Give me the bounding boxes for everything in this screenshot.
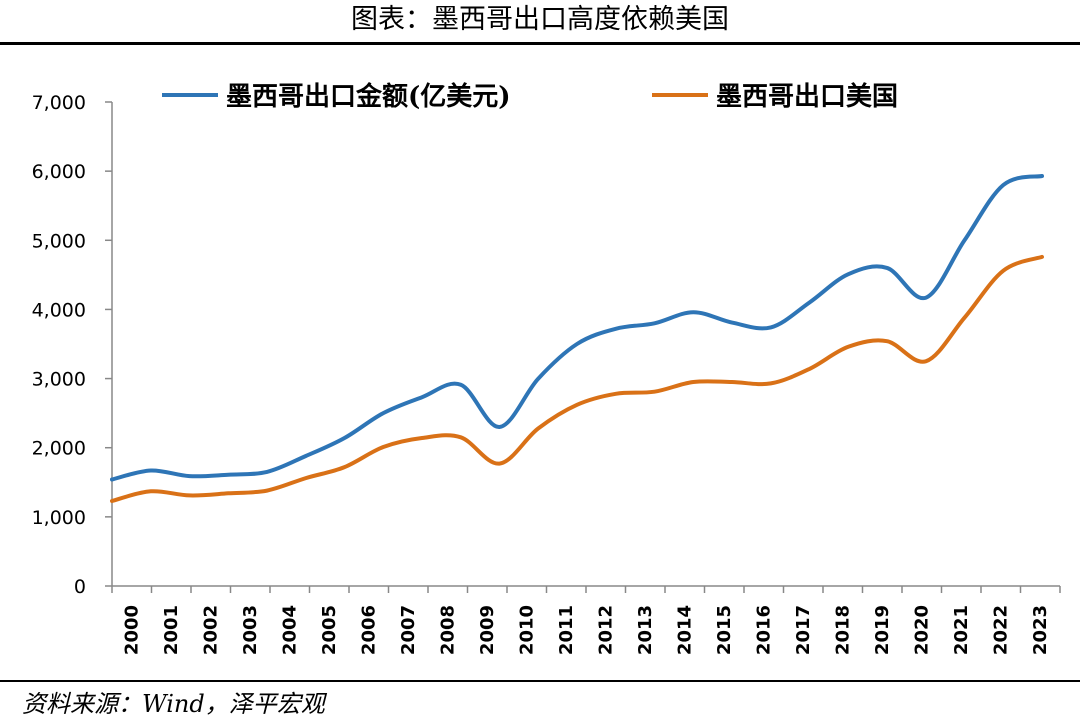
x-tick-label: 2001: [161, 605, 182, 655]
x-tick-label: 2022: [990, 605, 1011, 655]
x-tick-label: 2015: [714, 605, 735, 655]
top-rule: [0, 42, 1080, 45]
x-tick-label: 2002: [200, 605, 221, 655]
x-tick-label: 2019: [872, 605, 893, 655]
x-tick-label: 2012: [595, 605, 616, 655]
series-line-1: [110, 254, 1044, 503]
x-tick-label: 2013: [635, 605, 656, 655]
series-line-0: [110, 174, 1044, 482]
y-tick-label: 3,000: [32, 369, 86, 391]
x-tick-label: 2004: [279, 605, 300, 655]
legend: 墨西哥出口金额(亿美元) 墨西哥出口美国: [162, 81, 898, 112]
legend-label-exports-us: 墨西哥出口美国: [716, 81, 898, 112]
x-tick-label: 2008: [437, 605, 458, 655]
x-tick-label: 2023: [1030, 605, 1051, 655]
x-tick-label: 2006: [358, 605, 379, 655]
y-tick-label: 6,000: [32, 161, 86, 183]
source-note: 资料来源：Wind，泽平宏观: [22, 690, 325, 718]
x-tick-label: 2020: [911, 605, 932, 655]
y-tick-label: 2,000: [32, 438, 86, 460]
x-tick-label: 2007: [398, 605, 419, 655]
series-layer: [110, 174, 1044, 503]
x-tick-label: 2014: [674, 605, 695, 655]
x-tick-label: 2010: [516, 605, 537, 655]
x-tick-label: 2009: [477, 605, 498, 655]
x-tick-label: 2011: [556, 605, 577, 655]
y-tick-label: 1,000: [32, 507, 86, 529]
page-title: 图表：墨西哥出口高度依赖美国: [351, 4, 729, 35]
x-tick-label: 2003: [240, 605, 261, 655]
y-tick-label: 4,000: [32, 299, 86, 321]
y-tick-label: 0: [74, 576, 86, 598]
x-tick-label: 2016: [753, 605, 774, 655]
y-tick-label: 5,000: [32, 230, 86, 252]
x-tick-label: 2021: [951, 605, 972, 655]
x-tick-label: 2018: [832, 605, 853, 655]
x-tick-label: 2000: [121, 605, 142, 655]
bottom-rule: [0, 680, 1080, 682]
x-tick-label: 2005: [319, 605, 340, 655]
y-axis: 0 1,000 2,000 3,000 4,000 5,000 6,000 7,000: [32, 92, 113, 598]
line-chart: 0 1,000 2,000 3,000 4,000 5,000 6,000 7,000 200…: [32, 81, 1061, 655]
legend-label-exports-total: 墨西哥出口金额(亿美元): [226, 81, 511, 112]
x-tick-label: 2017: [793, 605, 814, 655]
x-axis: 2000 2001 2002 2003 2004 2005 2006 2007 2008 2009…: [111, 585, 1061, 655]
y-tick-label: 7,000: [32, 92, 86, 114]
